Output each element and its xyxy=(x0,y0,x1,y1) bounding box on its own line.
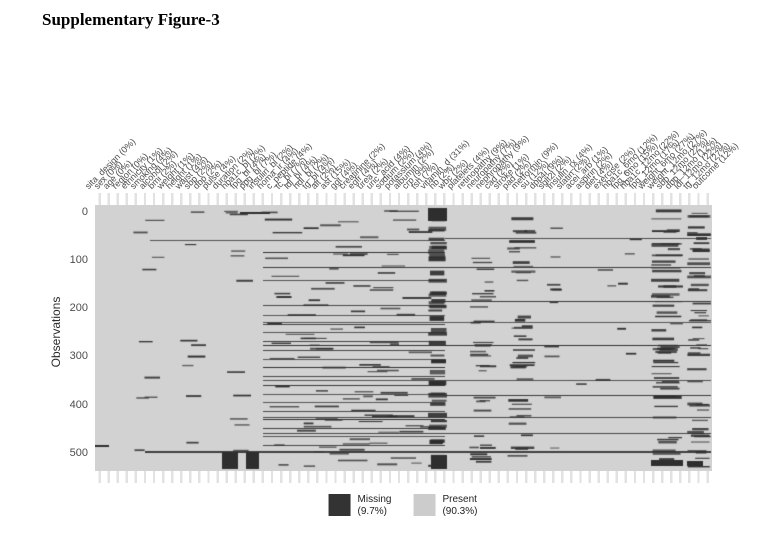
column-label: alcohol (2%) xyxy=(136,148,180,191)
column-label: crp (9%) xyxy=(400,159,432,191)
column-label: uric_acid (4%) xyxy=(363,143,412,191)
column-label: age (0%) xyxy=(100,158,134,191)
column-label: fpg_bl (4%) xyxy=(227,151,268,191)
column-label: acei_arb (1%) xyxy=(563,144,611,191)
column-label: smoking (4%) xyxy=(127,145,174,191)
column-label: weight_6mo (27%) xyxy=(635,130,697,191)
missingness-canvas xyxy=(95,205,712,471)
column-label: sbp (2%) xyxy=(182,158,215,191)
column-label: hba1c_12mo (22%) xyxy=(617,128,681,191)
column-label: vitamin_d (31%) xyxy=(418,137,472,191)
column-label: hba1c_6mo (12%) xyxy=(599,131,659,191)
legend-item-missing: Missing (9.7%) xyxy=(328,494,392,518)
y-tick-label: 100 xyxy=(69,254,88,267)
column-label: weight (1%) xyxy=(155,150,196,191)
column-label: duration (2%) xyxy=(209,145,255,191)
column-label: outcome (12%) xyxy=(690,140,741,191)
column-label: platelets (4%) xyxy=(445,145,492,191)
column-label: diet (4%) xyxy=(581,158,615,191)
column-label: height (1%) xyxy=(164,151,204,191)
column-label: hdl_bl (2%) xyxy=(291,151,331,191)
y-tick-label: 300 xyxy=(69,350,88,363)
column-label: exercise (2%) xyxy=(590,145,637,191)
column-label: aspirin (2%) xyxy=(572,149,614,191)
y-tick-label: 0 xyxy=(81,206,88,218)
legend: Missing (9.7%) Present (90.3%) xyxy=(328,494,477,518)
column-label: tsh (7%) xyxy=(409,160,440,191)
column-label: homa_ir (4%) xyxy=(254,145,301,191)
column-label: insulin_bl (2%) xyxy=(245,142,295,191)
column-label: sbp_12mo (22%) xyxy=(654,135,710,191)
column-label: bmi (2%) xyxy=(145,158,179,191)
column-label: ast (15%) xyxy=(318,156,353,191)
present-swatch xyxy=(413,494,436,516)
column-label: albumin (2%) xyxy=(390,146,436,191)
column-label: pad (2%) xyxy=(499,158,533,191)
column-label: su (12%) xyxy=(518,158,551,191)
column-label: tg_12mo (27%) xyxy=(681,140,732,191)
column-label: hb (2%) xyxy=(427,161,457,191)
y-tick-label: 500 xyxy=(69,446,88,459)
column-label: waist (4%) xyxy=(173,154,210,191)
x-axis-ticks-top xyxy=(95,193,712,205)
column-label: c_peptide (4%) xyxy=(263,141,314,191)
y-tick-label: 400 xyxy=(69,398,88,411)
column-label: insulin_rx (4%) xyxy=(545,141,595,191)
column-label: statin (2%) xyxy=(554,153,592,191)
column-label: egfr (4%) xyxy=(345,157,379,191)
column-label: ggt (4%) xyxy=(327,159,359,191)
figure-title: Supplementary Figure-3 xyxy=(42,10,220,29)
column-label: tg_bl (4%) xyxy=(300,154,337,191)
column-label: ldl_12mo (22%) xyxy=(672,139,724,191)
legend-item-present: Present (90.3%) xyxy=(413,494,477,518)
missing-swatch xyxy=(328,494,351,516)
column-label: ethnicity (1%) xyxy=(118,145,165,191)
x-axis-ticks-bottom xyxy=(95,471,712,483)
column-label: fpg_12mo (17%) xyxy=(626,136,682,191)
column-label: dbp_12mo (12%) xyxy=(663,135,720,191)
plot-area xyxy=(95,205,712,471)
column-label: dpp4i (9%) xyxy=(527,153,565,191)
column-label: nephropathy (9%) xyxy=(472,133,531,191)
column-label: weight_12mo (27%) xyxy=(645,127,709,191)
column-label: stroke (1%) xyxy=(490,151,531,191)
column-label: region (0%) xyxy=(109,151,150,191)
column-label: sex (0%) xyxy=(91,158,124,191)
column-label: urea (2%) xyxy=(354,155,390,191)
column-label: dbp (2%) xyxy=(191,158,225,191)
column-label: potassium (4%) xyxy=(381,139,434,191)
column-label: neuropathy (7%) xyxy=(463,136,518,191)
column-label: sodium (2%) xyxy=(372,148,416,191)
column-label: retinopathy (9%) xyxy=(454,137,509,191)
column-label: pulse (4%) xyxy=(200,153,238,191)
column-label: ldl_bl (4%) xyxy=(282,153,320,191)
column-label: metformin (9%) xyxy=(508,140,560,191)
column-label: ppg_bl (7%) xyxy=(236,149,279,191)
column-label: tc_bl (7%) xyxy=(273,155,309,191)
column-label: cad (2%) xyxy=(481,158,515,191)
missing-label: Missing (9.7%) xyxy=(357,494,392,517)
column-label: wbc (2%) xyxy=(436,157,470,191)
present-label: Present (90.3%) xyxy=(442,494,478,517)
column-label: creatinine (2%) xyxy=(336,141,387,191)
column-label: sita_design (0%) xyxy=(82,136,137,191)
column-label: alt (2%) xyxy=(309,161,339,191)
y-tick-label: 200 xyxy=(69,302,88,315)
column-label: hba1c_bl (2%) xyxy=(218,142,267,191)
column-label: fpg_6mo (15%) xyxy=(608,140,660,191)
column-label: sglt2i (2%) xyxy=(536,153,574,191)
